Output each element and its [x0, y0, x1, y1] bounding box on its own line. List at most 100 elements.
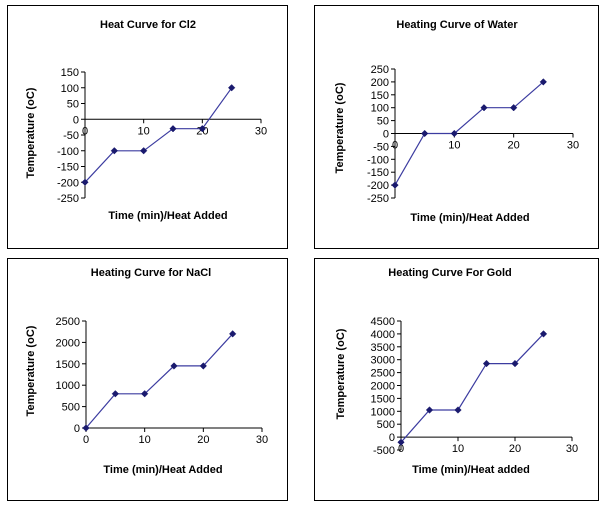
y-tick-label: 1500 — [371, 393, 395, 405]
y-axis-label: Temperature (oC) — [25, 87, 37, 178]
data-point-marker — [229, 330, 237, 338]
y-tick-label: 1000 — [56, 380, 80, 392]
data-point-marker — [539, 330, 548, 338]
x-tick-label: 0 — [82, 125, 88, 137]
data-point-marker — [110, 147, 118, 155]
x-tick-label: 30 — [567, 140, 579, 152]
y-tick-label: 500 — [62, 402, 80, 414]
y-tick-label: -150 — [367, 167, 389, 179]
y-tick-label: 2500 — [371, 368, 395, 380]
y-tick-label: 1500 — [56, 359, 80, 371]
series-line — [400, 333, 544, 443]
x-tick-label: 0 — [392, 140, 398, 152]
data-point-marker — [397, 438, 405, 446]
x-axis-label: Time (min)/Heat added — [412, 464, 530, 476]
data-point-marker — [228, 84, 236, 92]
data-point-marker — [454, 406, 462, 414]
data-point-marker — [450, 129, 458, 138]
y-axis-label: Temperature (oC) — [25, 325, 37, 416]
x-axis-label: Time (min)/Heat Added — [108, 210, 227, 222]
data-point-marker — [141, 390, 149, 398]
y-tick-label: 2000 — [56, 337, 80, 349]
x-tick-label: 20 — [197, 434, 209, 446]
y-tick-label: 150 — [371, 90, 389, 102]
y-tick-label: 500 — [377, 419, 395, 431]
y-tick-label: 0 — [389, 432, 395, 444]
y-tick-label: 2000 — [371, 381, 395, 393]
chart-svg-cl2: Heat Curve for Cl2 Time (min)/Heat Added… — [25, 19, 267, 222]
y-tick-label: -250 — [367, 193, 389, 205]
chart-panel-cl2: Heat Curve for Cl2 Time (min)/Heat Added… — [7, 5, 288, 249]
y-axis-label: Temperature (oC) — [334, 82, 346, 173]
y-tick-label: 0 — [73, 114, 79, 126]
y-tick-label: -50 — [63, 130, 79, 142]
chart-svg-gold: Heating Curve For Gold Time (min)/Heat a… — [335, 267, 579, 476]
y-tick-label: 250 — [371, 64, 389, 76]
x-tick-label: 10 — [138, 125, 150, 137]
data-point-marker — [111, 390, 119, 398]
y-axis-label: Temperature (oC) — [335, 328, 347, 419]
y-tick-label: 100 — [61, 83, 79, 95]
x-tick-label: 30 — [255, 125, 267, 137]
data-point-marker — [81, 178, 89, 186]
x-tick-label: 0 — [83, 434, 89, 446]
x-axis-label: Time (min)/Heat Added — [410, 212, 529, 224]
x-axis-label: Time (min)/Heat Added — [103, 464, 222, 476]
y-tick-label: -250 — [57, 193, 79, 205]
chart-svg-nacl: Heating Curve for NaCl Time (min)/Heat A… — [25, 267, 269, 476]
x-tick-label: 30 — [566, 443, 578, 455]
series-line — [394, 81, 544, 186]
chart-svg-water: Heating Curve of Water Time (min)/Heat A… — [334, 19, 579, 224]
chart-panel-gold: Heating Curve For Gold Time (min)/Heat a… — [314, 258, 599, 501]
y-tick-label: 0 — [74, 423, 80, 435]
data-point-marker — [391, 181, 399, 189]
y-tick-label: 1000 — [371, 406, 395, 418]
data-point-marker — [480, 104, 488, 112]
data-point-marker — [140, 147, 148, 155]
data-point-marker — [198, 125, 206, 133]
y-tick-label: 50 — [67, 99, 79, 111]
y-tick-label: 3000 — [371, 355, 395, 367]
chart-panel-nacl: Heating Curve for NaCl Time (min)/Heat A… — [7, 258, 288, 501]
data-point-marker — [510, 104, 518, 112]
data-point-marker — [539, 78, 547, 86]
y-tick-label: 2500 — [56, 316, 80, 328]
y-tick-label: 4500 — [371, 316, 395, 328]
plot-area: 450040003500300025002000150010005000-500… — [371, 316, 579, 457]
series-line — [84, 87, 233, 183]
x-tick-label: 20 — [508, 140, 520, 152]
data-point-marker — [511, 359, 519, 368]
data-point-marker — [170, 362, 178, 370]
data-point-marker — [425, 406, 434, 414]
x-tick-label: 20 — [509, 443, 521, 455]
y-tick-label: 150 — [61, 67, 79, 79]
chart-title: Heating Curve for NaCl — [91, 267, 211, 279]
y-tick-label: -500 — [373, 445, 395, 457]
data-point-marker — [482, 359, 491, 368]
y-tick-label: 4000 — [371, 329, 395, 341]
x-tick-label: 0 — [398, 443, 404, 455]
y-tick-label: 200 — [371, 77, 389, 89]
x-tick-label: 10 — [452, 443, 464, 455]
chart-title: Heating Curve For Gold — [388, 267, 511, 279]
data-point-marker — [421, 129, 429, 138]
x-tick-label: 10 — [448, 140, 460, 152]
y-tick-label: 100 — [371, 103, 389, 115]
y-tick-label: -100 — [367, 154, 389, 166]
y-tick-label: -200 — [367, 180, 389, 192]
x-tick-label: 30 — [256, 434, 268, 446]
data-point-marker — [199, 362, 207, 370]
y-tick-label: 50 — [377, 116, 389, 128]
series-line — [85, 333, 234, 429]
y-tick-label: -150 — [57, 162, 79, 174]
chart-panel-water: Heating Curve of Water Time (min)/Heat A… — [314, 5, 599, 249]
y-tick-label: 0 — [383, 129, 389, 141]
y-tick-label: -50 — [373, 141, 389, 153]
y-tick-label: 3500 — [371, 342, 395, 354]
plot-area: 2500 2000 1500 1000 500 00 10 20 30 — [56, 316, 269, 446]
y-tick-label: -100 — [57, 146, 79, 158]
chart-title: Heat Curve for Cl2 — [100, 19, 196, 31]
chart-title: Heating Curve of Water — [396, 19, 518, 31]
